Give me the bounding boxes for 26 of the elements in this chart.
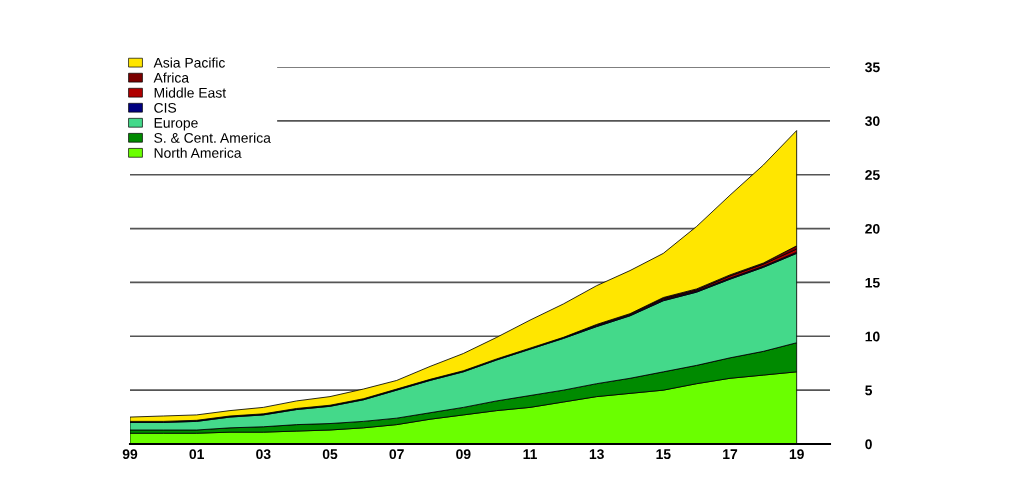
x-tick-label: 09 [456,449,471,460]
x-tick-label: 15 [656,449,671,460]
legend-label: Asia Pacific [153,57,225,68]
legend-label: CIS [154,102,177,113]
y-tick-label: 30 [865,116,880,127]
legend-label: Middle East [154,87,227,98]
x-tick-label: 13 [589,449,604,460]
x-tick-label: 11 [523,449,537,459]
y-tick-label: 15 [865,277,880,288]
y-tick-label: 25 [865,170,880,180]
x-tick-label: 03 [256,449,271,460]
legend-label: S. & Cent. America [154,132,271,143]
x-tick-label: 07 [389,449,404,460]
legend-label: Africa [153,72,190,83]
x-tick-label: 05 [322,449,338,460]
legend-label: North America [154,147,242,158]
y-tick-label: 5 [865,385,873,396]
y-tick-label: 35 [865,62,880,73]
x-tick-label: 19 [789,449,804,460]
y-tick-label: 20 [865,223,880,234]
x-tick-label: 17 [723,449,738,459]
x-tick-label: 99 [122,449,138,460]
legend-label: Europe [154,118,198,131]
x-tick-label: 01 [189,449,204,460]
y-tick-label: 10 [865,331,880,342]
y-tick-label: 0 [865,439,872,450]
